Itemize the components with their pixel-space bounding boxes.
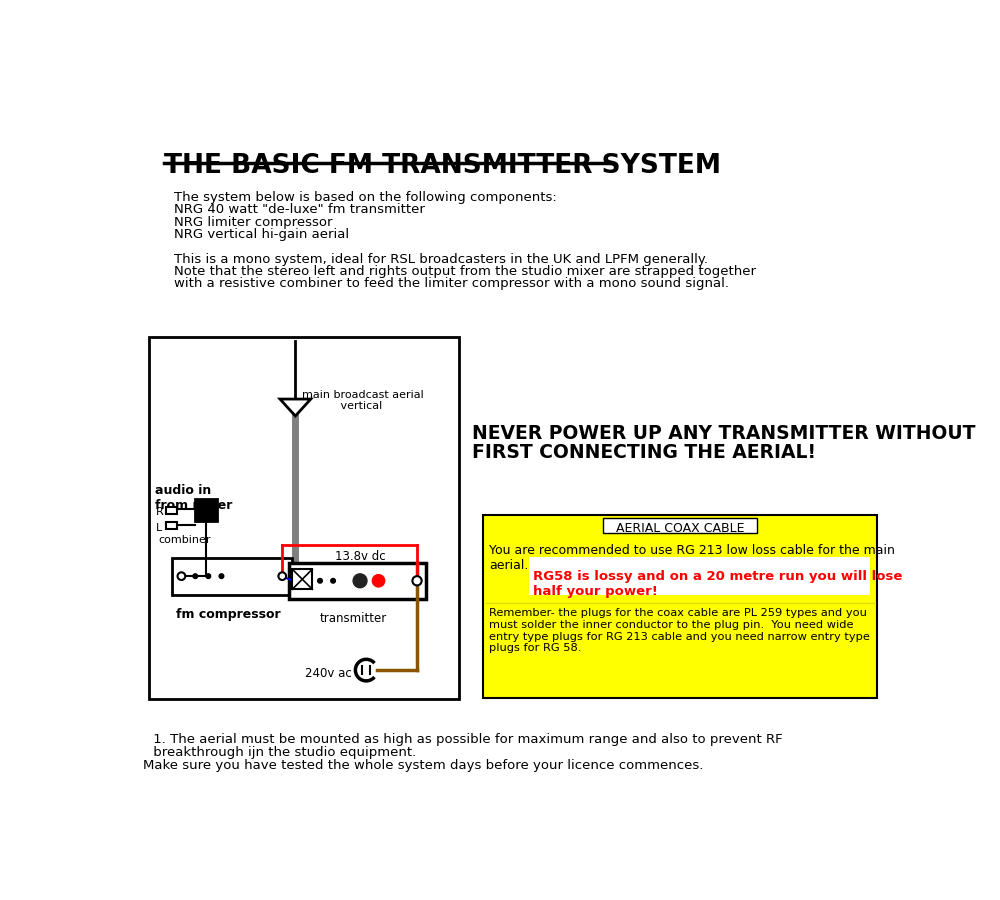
Text: 240v ac: 240v ac — [305, 667, 351, 680]
Bar — [292, 569, 312, 590]
Text: 1. The aerial must be mounted as high as possible for maximum range and also to : 1. The aerial must be mounted as high as… — [149, 734, 783, 746]
Bar — [166, 522, 177, 529]
Bar — [195, 500, 217, 521]
Text: RG58 is lossy and on a 20 metre run you will lose
half your power!: RG58 is lossy and on a 20 metre run you … — [533, 570, 903, 598]
Text: fm compressor: fm compressor — [176, 608, 281, 621]
Text: Remember- the plugs for the coax cable are PL 259 types and you
must solder the : Remember- the plugs for the coax cable a… — [489, 608, 870, 653]
Bar — [603, 518, 757, 533]
Text: R: R — [156, 508, 164, 518]
Text: L: L — [156, 523, 162, 533]
Polygon shape — [280, 399, 311, 416]
Circle shape — [219, 574, 224, 579]
Text: NRG limiter compressor: NRG limiter compressor — [174, 216, 332, 229]
Bar — [166, 507, 177, 514]
Text: breakthrough ijn the studio equipment.: breakthrough ijn the studio equipment. — [149, 745, 416, 759]
Text: The system below is based on the following components:: The system below is based on the followi… — [174, 191, 556, 204]
Circle shape — [372, 574, 385, 587]
Circle shape — [331, 579, 335, 583]
Text: transmitter: transmitter — [320, 612, 387, 625]
Bar — [172, 558, 292, 595]
Circle shape — [412, 576, 422, 585]
Text: main broadcast aerial
           vertical: main broadcast aerial vertical — [302, 390, 423, 411]
Circle shape — [353, 574, 367, 588]
Bar — [483, 515, 877, 698]
Circle shape — [318, 579, 322, 583]
Text: THE BASIC FM TRANSMITTER SYSTEM: THE BASIC FM TRANSMITTER SYSTEM — [164, 153, 721, 179]
Bar — [289, 563, 426, 599]
Text: audio in
from mixer: audio in from mixer — [155, 484, 233, 512]
Text: with a resistive combiner to feed the limiter compressor with a mono sound signa: with a resistive combiner to feed the li… — [174, 277, 729, 291]
Text: NEVER POWER UP ANY TRANSMITTER WITHOUT: NEVER POWER UP ANY TRANSMITTER WITHOUT — [472, 424, 976, 443]
Text: Make sure you have tested the whole system days before your licence commences.: Make sure you have tested the whole syst… — [143, 760, 703, 772]
Text: Note that the stereo left and rights output from the studio mixer are strapped t: Note that the stereo left and rights out… — [174, 266, 756, 278]
Circle shape — [278, 572, 286, 580]
Circle shape — [178, 572, 185, 580]
Text: combiner: combiner — [158, 535, 211, 544]
Text: 13.8v dc: 13.8v dc — [335, 550, 386, 563]
Circle shape — [193, 574, 198, 579]
Bar — [149, 338, 459, 699]
Text: This is a mono system, ideal for RSL broadcasters in the UK and LPFM generally.: This is a mono system, ideal for RSL bro… — [174, 253, 708, 266]
Text: AERIAL COAX CABLE: AERIAL COAX CABLE — [616, 522, 745, 535]
Text: NRG vertical hi-gain aerial: NRG vertical hi-gain aerial — [174, 228, 349, 241]
Text: FIRST CONNECTING THE AERIAL!: FIRST CONNECTING THE AERIAL! — [472, 443, 816, 462]
Bar — [529, 557, 870, 596]
Text: You are recommended to use RG 213 low loss cable for the main
aerial.: You are recommended to use RG 213 low lo… — [489, 544, 895, 572]
Circle shape — [206, 574, 211, 579]
Text: NRG 40 watt "de-luxe" fm transmitter: NRG 40 watt "de-luxe" fm transmitter — [174, 203, 425, 217]
